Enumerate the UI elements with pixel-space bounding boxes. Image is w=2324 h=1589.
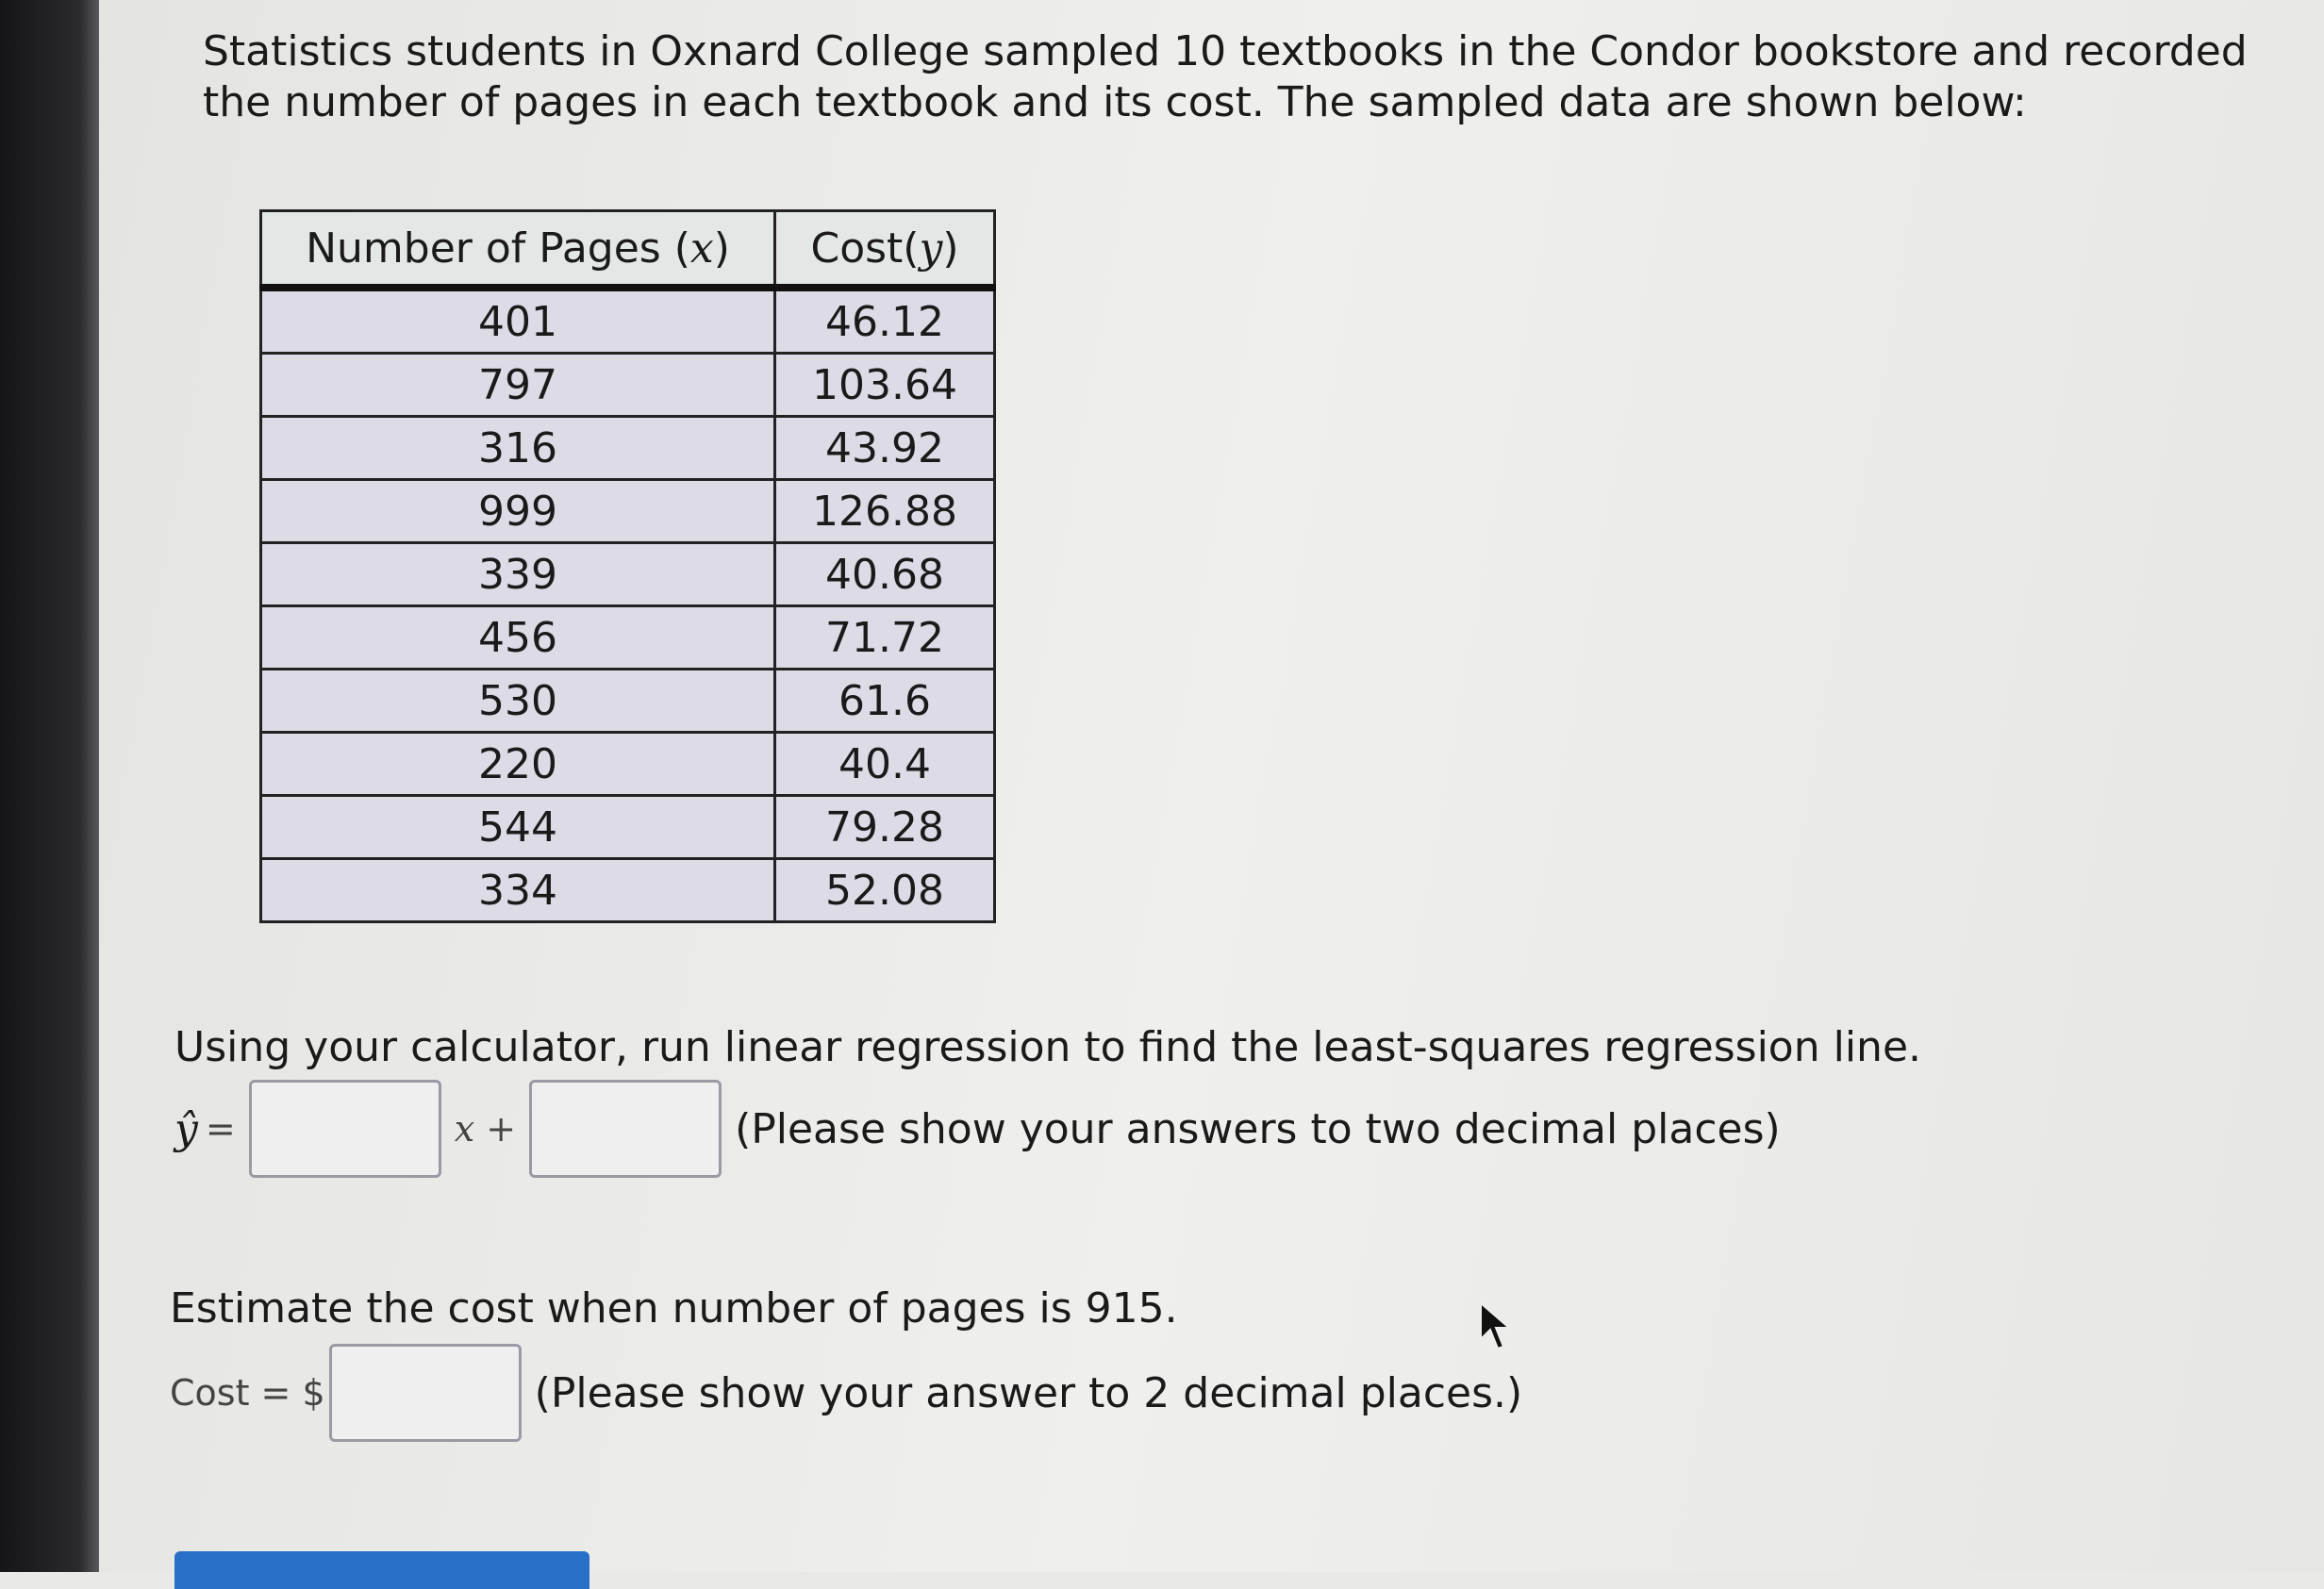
- header-cost: Cost(y): [773, 209, 996, 290]
- cost-cell: 126.88: [773, 478, 996, 544]
- regression-prompt: Using your calculator, run linear regres…: [174, 1023, 1921, 1071]
- cost-cell: 43.92: [773, 415, 996, 481]
- cost-cell: 52.08: [773, 857, 996, 923]
- cost-cell: 46.12: [773, 286, 996, 355]
- regression-equation: ŷ = x + (Please show your answers to two…: [174, 1080, 1781, 1178]
- table-row: 401 46.12: [259, 286, 996, 355]
- data-table: Number of Pages (x) Cost(y) 401 46.12 797 1…: [259, 209, 996, 923]
- pages-cell: 999: [259, 478, 776, 544]
- pages-cell: 401: [259, 286, 776, 355]
- pages-cell: 797: [259, 352, 776, 418]
- table-row: 334 52.08: [259, 857, 996, 923]
- pages-cell: 339: [259, 541, 776, 607]
- pages-cell: 220: [259, 731, 776, 797]
- table-row: 530 61.6: [259, 668, 996, 734]
- question-intro: Statistics students in Oxnard College sa…: [203, 27, 2248, 126]
- pages-cell: 544: [259, 794, 776, 860]
- estimate-prompt: Estimate the cost when number of pages i…: [170, 1284, 1178, 1332]
- cost-cell: 61.6: [773, 668, 996, 734]
- x-plus-label: x +: [454, 1108, 517, 1150]
- table-header-row: Number of Pages (x) Cost(y): [259, 209, 996, 290]
- y-hat-label: ŷ: [174, 1104, 198, 1153]
- pages-cell: 530: [259, 668, 776, 734]
- pages-cell: 316: [259, 415, 776, 481]
- cost-cell: 40.68: [773, 541, 996, 607]
- mouse-cursor-icon: [1480, 1301, 1512, 1350]
- header-pages: Number of Pages (x): [259, 209, 776, 290]
- pages-cell: 334: [259, 857, 776, 923]
- estimate-row: Cost = $ (Please show your answer to 2 d…: [170, 1344, 1522, 1442]
- slope-input[interactable]: [248, 1080, 441, 1178]
- table-row: 544 79.28: [259, 794, 996, 860]
- cost-cell: 40.4: [773, 731, 996, 797]
- regression-hint: (Please show your answers to two decimal…: [735, 1104, 1781, 1153]
- table-row: 456 71.72: [259, 604, 996, 670]
- equals-sign: =: [205, 1108, 236, 1150]
- submit-button[interactable]: [174, 1551, 589, 1589]
- table-row: 339 40.68: [259, 541, 996, 607]
- table-row: 999 126.88: [259, 478, 996, 544]
- cost-cell: 79.28: [773, 794, 996, 860]
- estimate-hint: (Please show your answer to 2 decimal pl…: [534, 1368, 1523, 1417]
- table-row: 220 40.4: [259, 731, 996, 797]
- screen-bezel: [0, 0, 99, 1572]
- intercept-input[interactable]: [529, 1080, 722, 1178]
- cost-input[interactable]: [328, 1344, 522, 1442]
- cost-label: Cost = $: [170, 1372, 325, 1414]
- table-row: 316 43.92: [259, 415, 996, 481]
- cost-cell: 103.64: [773, 352, 996, 418]
- cost-cell: 71.72: [773, 604, 996, 670]
- table-row: 797 103.64: [259, 352, 996, 418]
- pages-cell: 456: [259, 604, 776, 670]
